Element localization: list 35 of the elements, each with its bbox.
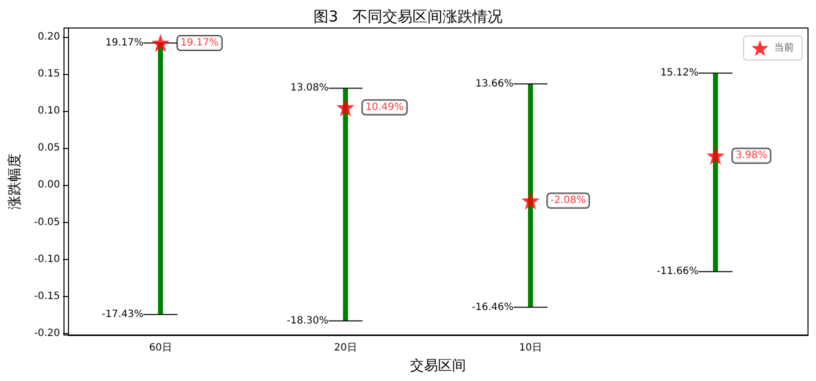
- y-tick-label: 0.05: [38, 142, 60, 154]
- annotation: 19.17%: [180, 38, 219, 49]
- y-tick-label: 0.00: [38, 180, 60, 191]
- annotation: 13.08%: [290, 82, 328, 94]
- y-tick-label: -0.15: [34, 290, 60, 302]
- point: [152, 34, 170, 52]
- legend-label: 当前: [774, 42, 794, 54]
- y-tick-label: 0.15: [38, 68, 60, 80]
- x-tick-label: 20日: [334, 342, 357, 354]
- data-label: -2.08%: [550, 195, 586, 206]
- y-tick-label: 0.20: [38, 31, 60, 42]
- data-label: 10.49%: [366, 102, 404, 113]
- point: [522, 192, 540, 210]
- annotation: 13.66%: [475, 78, 514, 90]
- y-tick-label: -0.05: [34, 216, 60, 228]
- annotation: 15.12%: [660, 68, 698, 79]
- point: [706, 146, 724, 165]
- annotation: -16.46%: [472, 302, 514, 313]
- annotation: -18.30%: [286, 315, 328, 326]
- annotation: -11.66%: [656, 266, 698, 278]
- data-label: 19.17%: [105, 38, 144, 49]
- y-axis-title: 涨跌幅度: [7, 154, 23, 210]
- point: [336, 98, 354, 116]
- y-tick-label: -0.20: [34, 328, 60, 340]
- bar: [528, 84, 533, 308]
- x-tick-label: 60日: [149, 342, 172, 354]
- bar: [343, 88, 348, 321]
- annotation: -17.43%: [102, 308, 144, 320]
- x-tick-label: 10日: [519, 342, 542, 354]
- y-tick-label: 0.10: [38, 106, 60, 117]
- data-label: 3.98%: [736, 150, 768, 162]
- y-tick-label: -0.10: [34, 254, 60, 265]
- chart-title: 图3 不同交易区间涨跌情况: [314, 8, 502, 26]
- x-axis-title: 交易区间: [410, 358, 466, 374]
- bar: [713, 73, 718, 272]
